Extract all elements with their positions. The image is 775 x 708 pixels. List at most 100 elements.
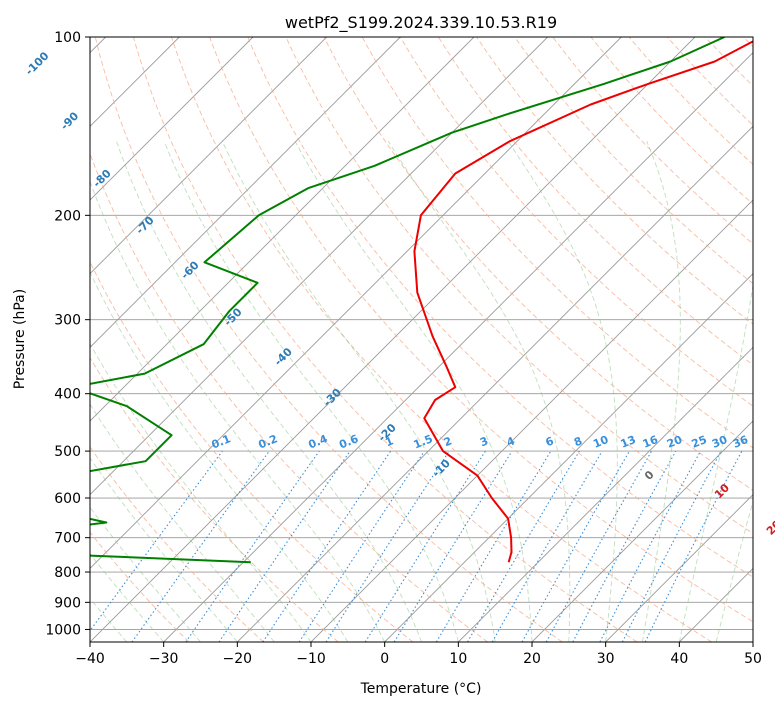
dry-adiabat-line [666,37,753,126]
mixing-ratio-label: 20 [665,433,684,451]
moist-adiabat-line [90,506,201,642]
isotherm-line [679,567,753,642]
y-tick-label: 700 [54,531,81,547]
moist-adiabat-line [507,141,618,642]
moist-adiabat-line [715,499,753,642]
x-tick-label: 20 [523,651,541,667]
moist-adiabat-line [90,271,349,642]
x-tick-label: 30 [597,651,615,667]
dewpoint-profile-line [90,37,725,564]
background-lines [90,37,753,642]
dry-adiabat-line [399,37,753,407]
y-tick-label: 300 [54,313,81,329]
dry-adiabat-label: -10 [430,457,453,480]
moist-adiabat-line [387,141,571,642]
y-tick-label: 1000 [45,622,81,638]
isotherm-line [384,273,753,642]
axis-ticks: −40 −30 −20 −10 0 10 20 30 40 5010020030040050060… [45,30,762,667]
dry-adiabat-line [90,261,414,642]
mixing-ratio-label: 10 [591,433,610,451]
moist-adiabat-line [221,141,496,642]
y-tick-label: 600 [54,491,81,507]
mixing-ratio-line [298,450,425,642]
mixing-ratio-label: 16 [641,433,660,451]
dry-adiabat-label: -100 [23,49,52,78]
moist-adiabat-line [90,457,238,642]
moist-adiabat-line [90,342,312,642]
dry-adiabat-label: -20 [376,421,399,444]
dry-adiabat-label: 20 [764,517,775,537]
dry-adiabat-label: -90 [58,109,81,132]
dry-adiabat-line [285,37,753,534]
y-tick-label: 400 [54,387,81,403]
isotherm-line [90,37,475,422]
dry-adiabat-label: -70 [133,214,156,237]
dry-adiabat-label: -80 [90,167,113,190]
chart-title: wetPf2_S199.2024.339.10.53.R19 [285,13,557,33]
isotherm-line [237,125,753,642]
dry-adiabat-line [590,37,753,205]
x-tick-label: 50 [744,651,762,667]
dry-adiabat-line [132,37,638,642]
mixing-ratio-line [393,450,513,642]
isotherm-line [310,199,753,642]
isotherm-line [605,494,753,642]
moist-adiabat-line [642,141,681,642]
mixing-ratio-label: 8 [572,434,584,449]
data-series [90,37,753,564]
mixing-ratio-label: 30 [710,433,729,451]
isotherm-line [90,37,254,201]
dry-adiabat-line [209,37,753,623]
mixing-ratio-line [262,450,392,642]
mixing-ratio-label: 3 [478,434,490,449]
mixing-ratio-label: 25 [690,433,709,451]
mixing-ratio-label: 0.1 [210,432,233,451]
mixing-ratio-line [325,450,450,642]
line-labels: 0.1 0.2 0.4 0.6 1 1.5 2 3 4 6 8 10 13 16 20 25 30 36-100-… [23,49,775,538]
x-tick-label: −20 [223,651,253,667]
mixing-ratio-line [621,450,722,642]
moist-adiabat-line [163,141,459,642]
mixing-ratio-label: 13 [619,433,638,451]
mixing-ratio-label: 4 [505,434,517,449]
isotherm-line [90,37,401,348]
mixing-ratio-label: 0.4 [306,432,329,451]
mixing-ratio-line [521,450,630,642]
moist-adiabat-line [294,141,533,642]
y-tick-label: 100 [54,30,81,46]
x-axis-label: Temperature (°C) [360,681,482,697]
dry-adiabat-line [90,531,190,642]
moist-adiabat-line [90,403,275,642]
mixing-ratio-line [185,450,320,642]
isotherm-line [90,37,622,569]
isotherm-line [458,346,753,642]
isotherm-line [90,37,327,275]
dry-adiabat-line [90,152,488,642]
isotherm-line [531,420,753,642]
mixing-ratio-line [491,450,603,642]
mixing-ratio-line [467,450,580,642]
mixing-ratio-label: 6 [544,434,556,449]
moist-adiabat-line [116,141,422,642]
dry-adiabat-line [438,37,753,366]
mixing-ratio-label: 36 [731,433,750,451]
dry-adiabat-line [90,446,264,642]
moist-adiabat-line [678,282,753,642]
dry-adiabat-label: -50 [221,305,244,328]
isotherm-line [752,641,753,642]
y-tick-label: 800 [54,565,81,581]
y-tick-label: 500 [54,444,81,460]
moist-adiabat-line [90,597,128,642]
moist-adiabat-line [90,553,165,642]
mixing-ratio-line [218,450,351,642]
dry-adiabat-line [90,356,339,642]
dry-adiabat-line [704,37,753,87]
mixing-ratio-line [131,450,270,642]
x-tick-label: −30 [149,651,179,667]
dry-adiabat-label: -40 [272,345,295,368]
x-tick-label: −10 [296,651,326,667]
mixing-ratio-line [364,450,486,642]
isotherm-line [90,37,696,642]
dry-adiabat-line [171,37,712,642]
